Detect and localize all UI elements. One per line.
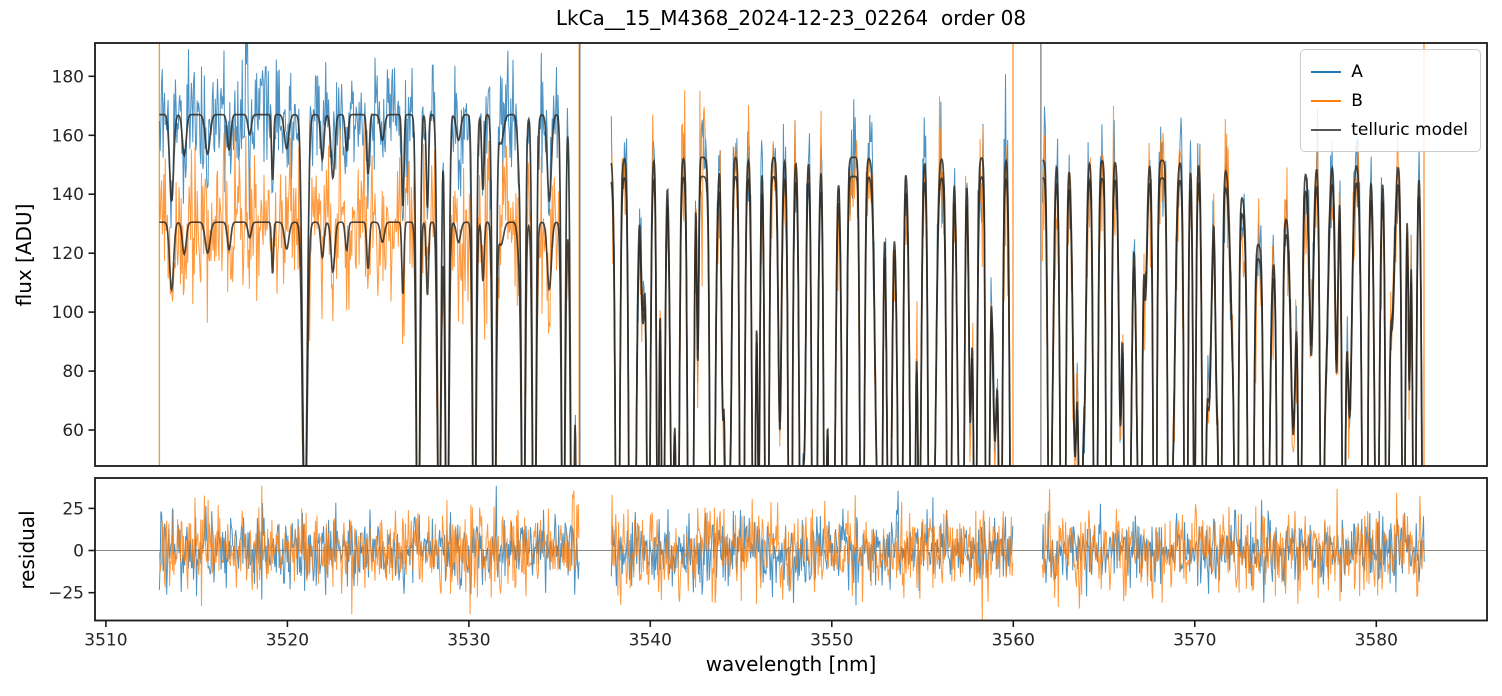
- legend-item-b: B: [1311, 86, 1468, 115]
- x-axis-label: wavelength [nm]: [705, 652, 877, 676]
- svg-text:3580: 3580: [1355, 631, 1398, 651]
- svg-text:3560: 3560: [992, 631, 1035, 651]
- legend-label-a: A: [1351, 61, 1363, 82]
- svg-text:100: 100: [52, 303, 84, 323]
- legend-item-a: A: [1311, 57, 1468, 86]
- svg-text:3530: 3530: [447, 631, 490, 651]
- svg-text:3520: 3520: [266, 631, 309, 651]
- svg-text:80: 80: [62, 362, 84, 382]
- legend-label-telluric: telluric model: [1351, 119, 1468, 140]
- svg-text:3570: 3570: [1173, 631, 1216, 651]
- series-a-line-icon: [1311, 70, 1342, 73]
- svg-text:160: 160: [52, 126, 84, 146]
- svg-text:120: 120: [52, 244, 84, 264]
- svg-text:−25: −25: [48, 584, 84, 604]
- svg-text:3510: 3510: [84, 631, 127, 651]
- svg-text:3550: 3550: [810, 631, 853, 651]
- svg-text:140: 140: [52, 185, 84, 205]
- svg-text:60: 60: [62, 421, 84, 441]
- legend-label-b: B: [1351, 90, 1363, 111]
- chart-title: LkCa__15_M4368_2024-12-23_02264 order 08: [555, 6, 1027, 30]
- series-b-line-icon: [1311, 99, 1342, 102]
- legend: A B telluric model: [1300, 49, 1481, 152]
- legend-item-telluric: telluric model: [1311, 115, 1468, 144]
- telluric-model-line-icon: [1311, 128, 1342, 131]
- y-axis-label-residual: residual: [15, 510, 39, 590]
- y-axis-label-flux: flux [ADU]: [12, 203, 36, 307]
- svg-text:180: 180: [52, 67, 84, 87]
- svg-text:3540: 3540: [629, 631, 672, 651]
- svg-text:0: 0: [73, 542, 84, 562]
- svg-text:25: 25: [62, 499, 84, 519]
